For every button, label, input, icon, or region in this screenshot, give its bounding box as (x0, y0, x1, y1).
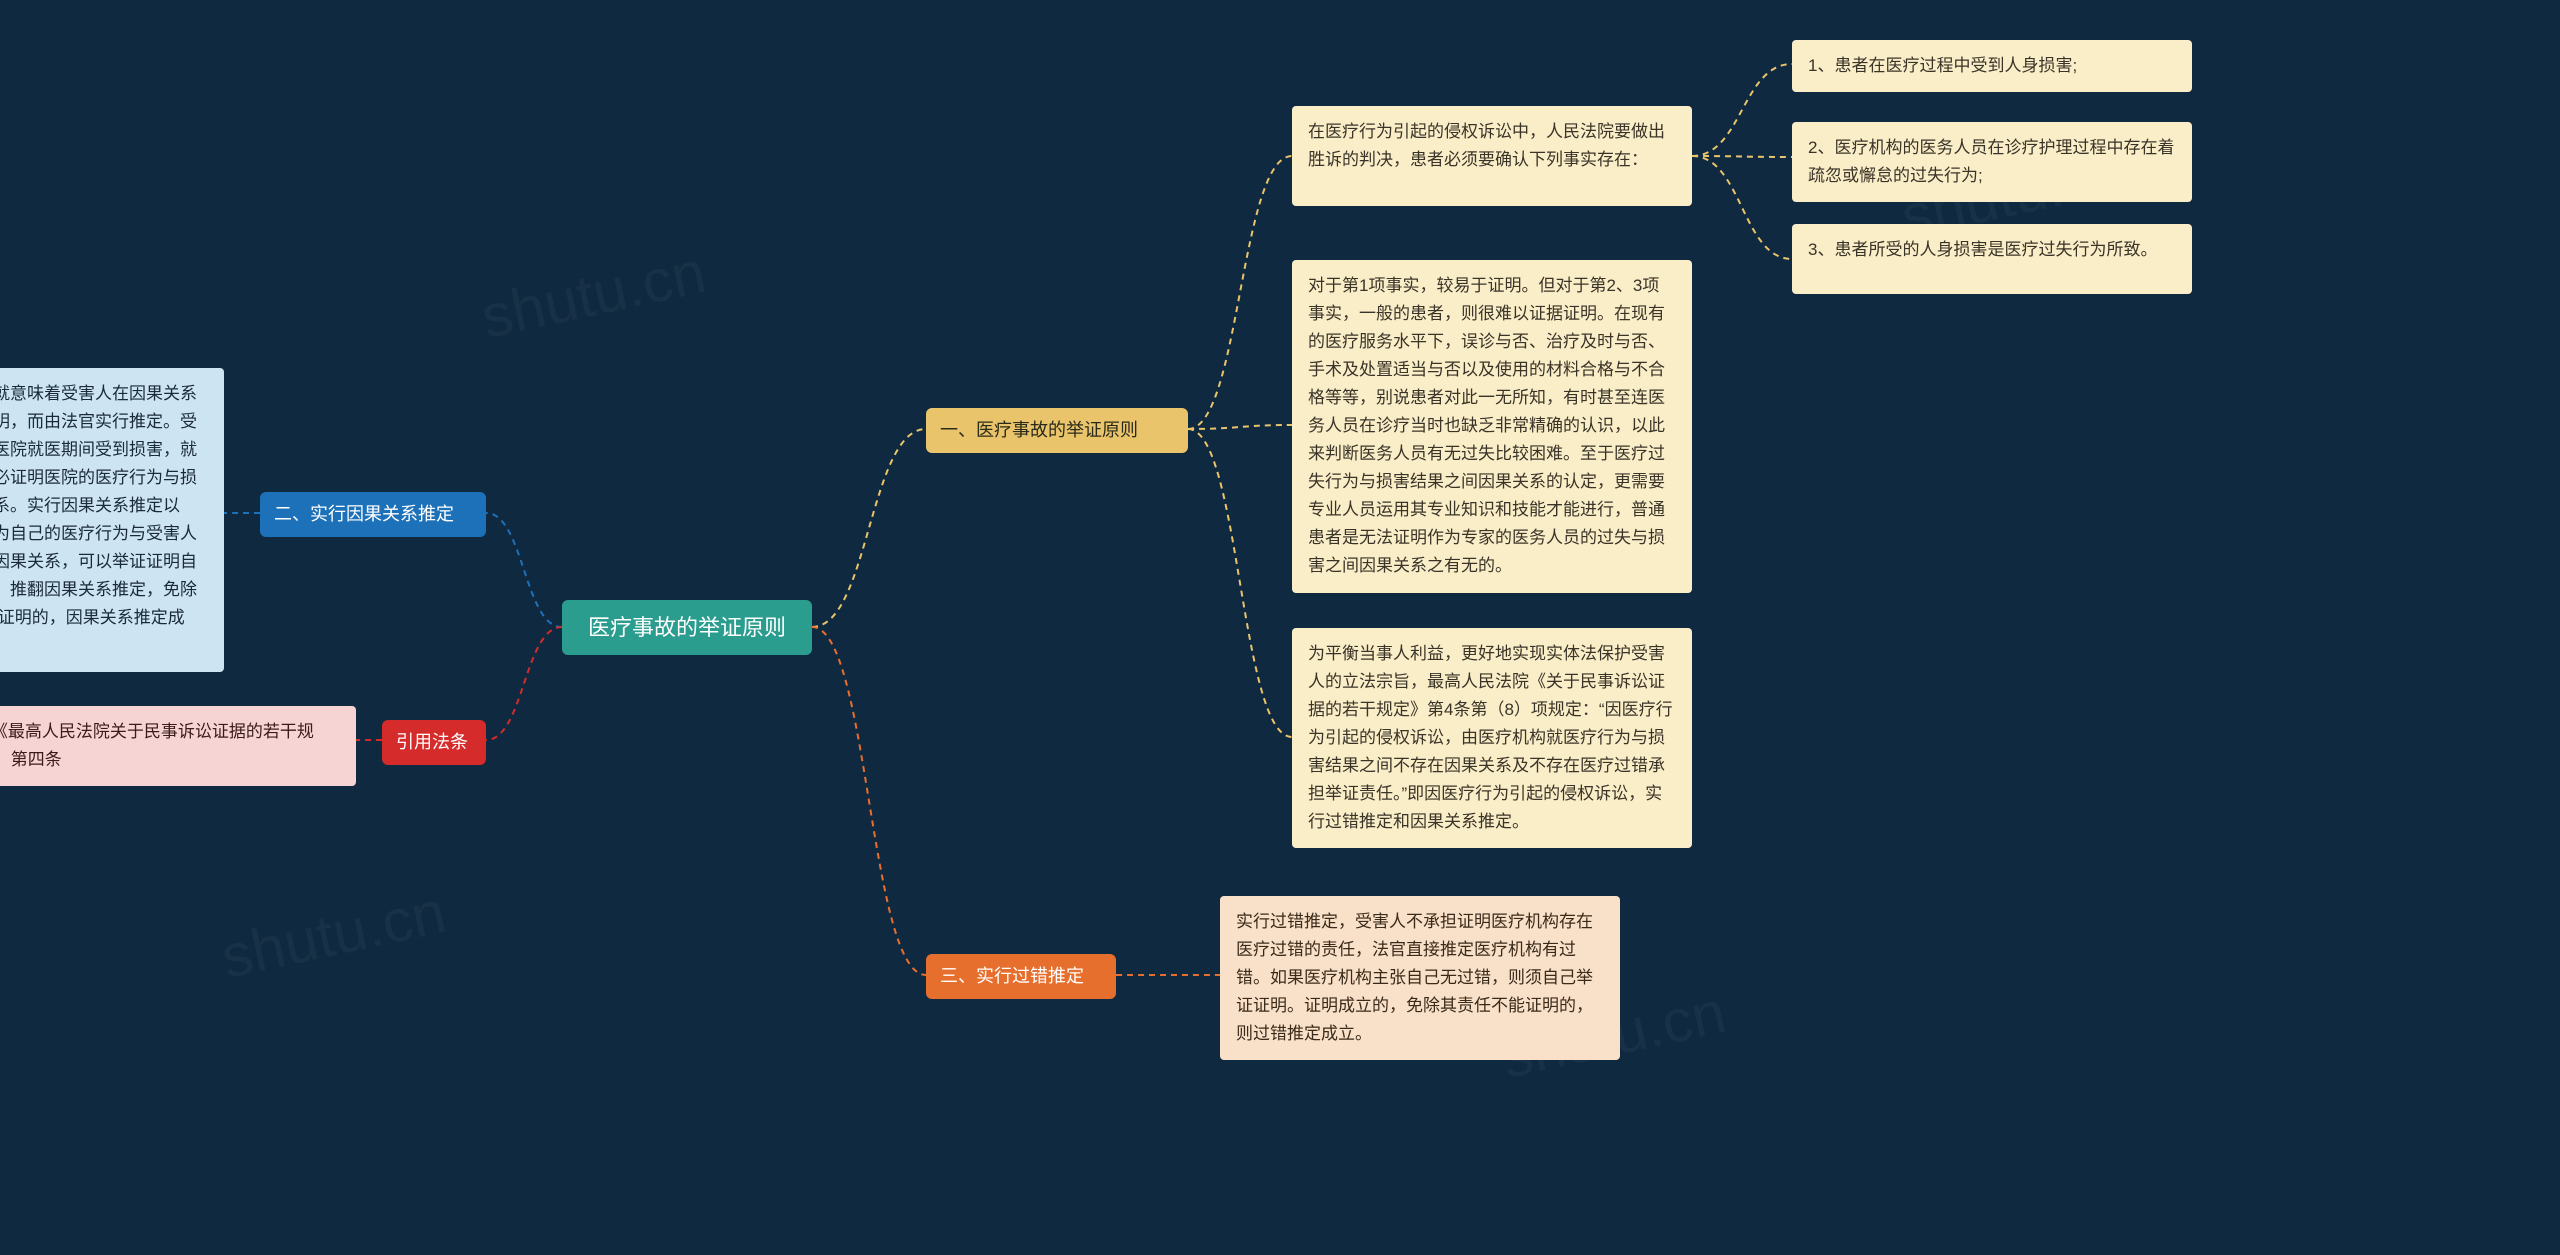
branch-1-child-b: 对于第1项事实，较易于证明。但对于第2、3项事实，一般的患者，则很难以证据证明。… (1292, 260, 1692, 593)
branch-3: 三、实行过错推定 (926, 954, 1116, 999)
branch-1-child-c: 为平衡当事人利益，更好地实现实体法保护受害人的立法宗旨，最高人民法院《关于民事诉… (1292, 628, 1692, 848)
branch-3-label: 三、实行过错推定 (940, 962, 1084, 991)
root-label: 医疗事故的举证原则 (588, 610, 786, 645)
branch-2-child-a-text: 实行因果关系推定，就意味着受害人在因果关系的要件上不必举证证明，而由法官实行推定… (0, 384, 197, 655)
branch-1-child-a-2-text: 2、医疗机构的医务人员在诊疗护理过程中存在着疏忽或懈怠的过失行为; (1808, 138, 2174, 185)
branch-1: 一、医疗事故的举证原则 (926, 408, 1188, 453)
branch-2: 二、实行因果关系推定 (260, 492, 486, 537)
branch-4-label: 引用法条 (396, 728, 468, 757)
branch-4-child-a-text: [1]《最高人民法院关于民事诉讼证据的若干规定》 第四条 (0, 722, 314, 769)
branch-1-child-a-1: 1、患者在医疗过程中受到人身损害; (1792, 40, 2192, 92)
branch-3-child-a: 实行过错推定，受害人不承担证明医疗机构存在医疗过错的责任，法官直接推定医疗机构有… (1220, 896, 1620, 1060)
branch-1-child-a-2: 2、医疗机构的医务人员在诊疗护理过程中存在着疏忽或懈怠的过失行为; (1792, 122, 2192, 202)
branch-1-child-a-3: 3、患者所受的人身损害是医疗过失行为所致。 (1792, 224, 2192, 294)
branch-4-citation: 引用法条 (382, 720, 486, 765)
branch-2-label: 二、实行因果关系推定 (274, 500, 454, 529)
branch-2-child-a: 实行因果关系推定，就意味着受害人在因果关系的要件上不必举证证明，而由法官实行推定… (0, 368, 224, 672)
watermark: shutu.cn (215, 877, 451, 992)
branch-1-child-a: 在医疗行为引起的侵权诉讼中，人民法院要做出胜诉的判决，患者必须要确认下列事实存在… (1292, 106, 1692, 206)
branch-1-child-c-text: 为平衡当事人利益，更好地实现实体法保护受害人的立法宗旨，最高人民法院《关于民事诉… (1308, 644, 1673, 831)
branch-1-child-a-3-text: 3、患者所受的人身损害是医疗过失行为所致。 (1808, 240, 2157, 259)
branch-3-child-a-text: 实行过错推定，受害人不承担证明医疗机构存在医疗过错的责任，法官直接推定医疗机构有… (1236, 912, 1593, 1043)
branch-1-label: 一、医疗事故的举证原则 (940, 416, 1138, 445)
branch-1-child-a-1-text: 1、患者在医疗过程中受到人身损害; (1808, 56, 2077, 75)
branch-1-child-b-text: 对于第1项事实，较易于证明。但对于第2、3项事实，一般的患者，则很难以证据证明。… (1308, 276, 1665, 575)
root-node: 医疗事故的举证原则 (562, 600, 812, 655)
branch-1-child-a-text: 在医疗行为引起的侵权诉讼中，人民法院要做出胜诉的判决，患者必须要确认下列事实存在… (1308, 122, 1665, 169)
branch-4-child-a: [1]《最高人民法院关于民事诉讼证据的若干规定》 第四条 (0, 706, 356, 786)
watermark: shutu.cn (475, 237, 711, 352)
